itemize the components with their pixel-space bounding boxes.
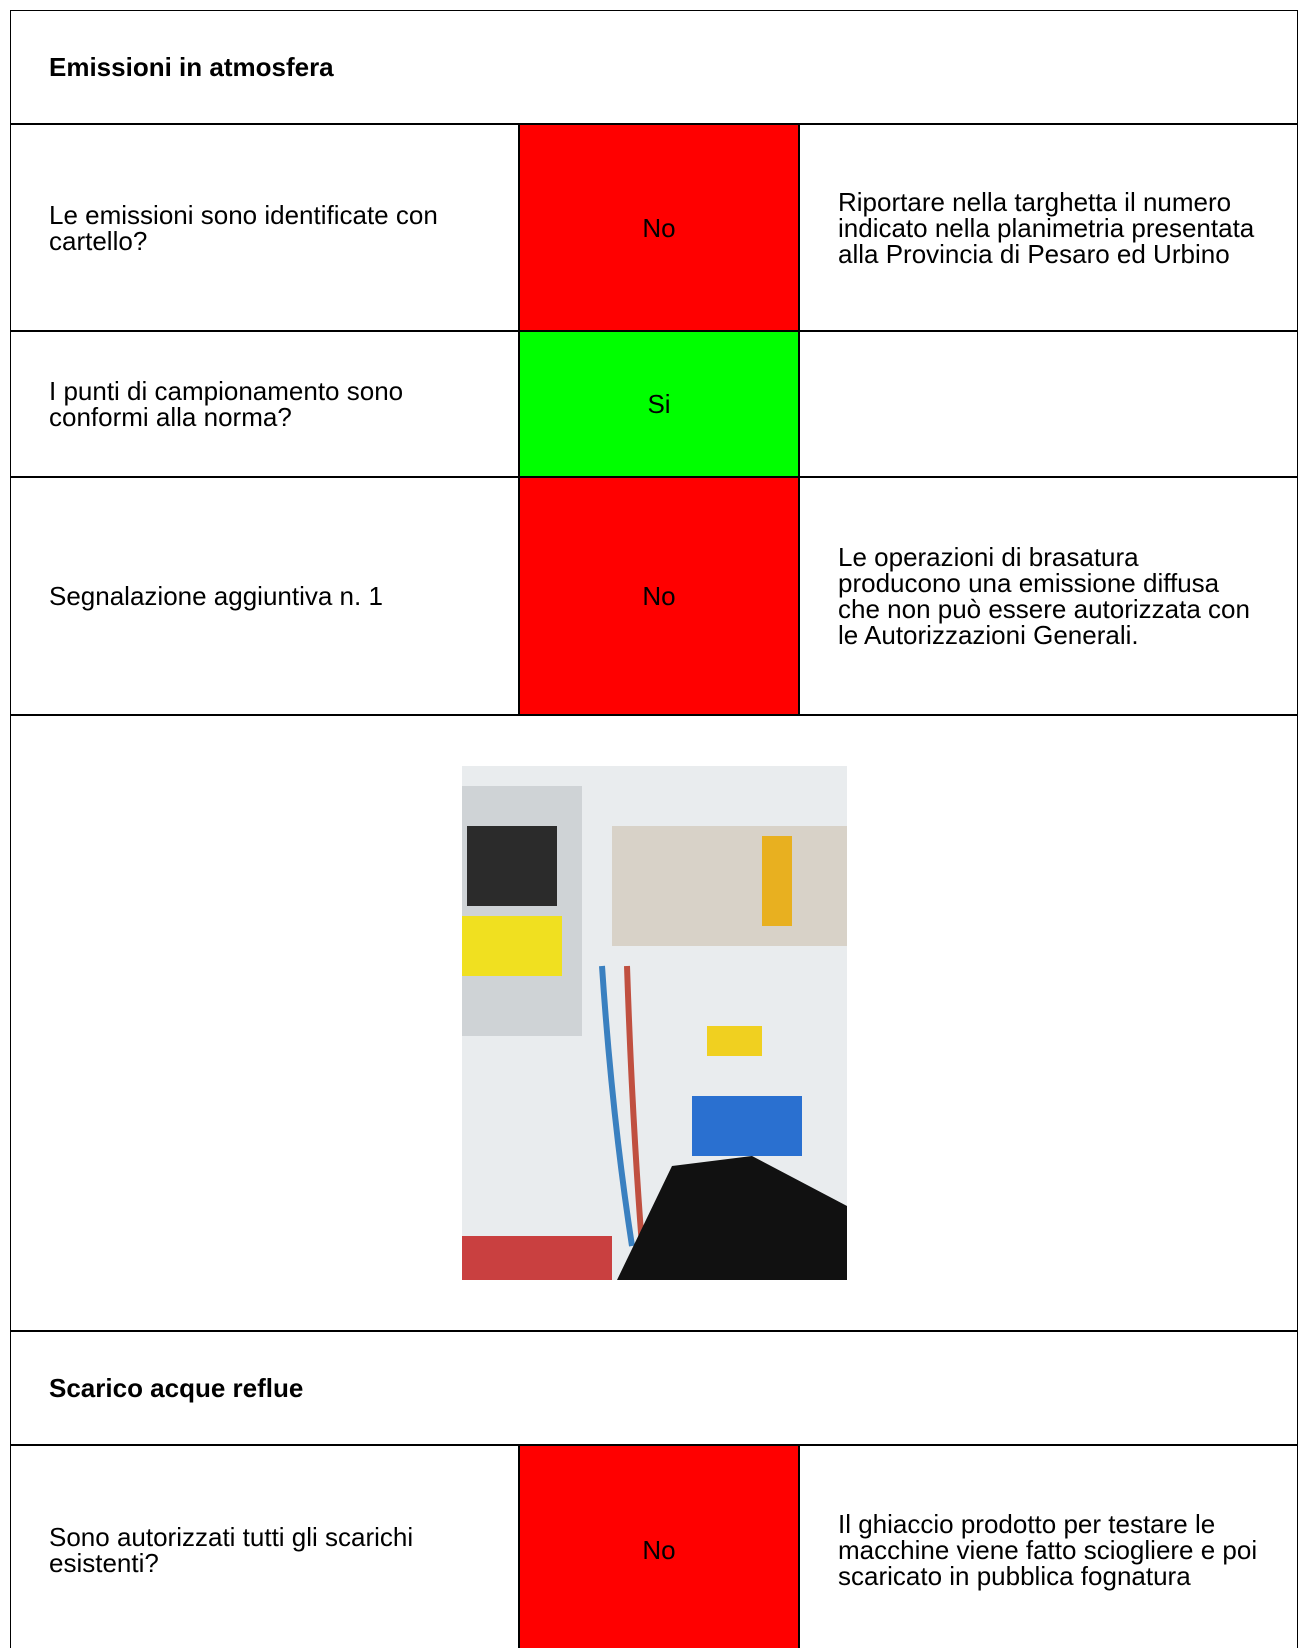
status-text: Si bbox=[647, 389, 671, 419]
photo-row bbox=[10, 715, 1298, 1331]
question-text: Sono autorizzati tutti gli scarichi esis… bbox=[49, 1522, 414, 1578]
status: Si bbox=[519, 331, 799, 477]
question: Segnalazione aggiuntiva n. 1 bbox=[10, 477, 519, 715]
photo bbox=[461, 766, 847, 1280]
status-text: No bbox=[642, 212, 676, 243]
question-text: Le emissioni sono identificate con carte… bbox=[49, 199, 438, 256]
question: Sono autorizzati tutti gli scarichi esis… bbox=[10, 1445, 519, 1648]
note-text: Riportare nella targhetta il numero indi… bbox=[838, 186, 1255, 269]
status-text: No bbox=[642, 581, 676, 611]
section-header: Emissioni in atmosfera bbox=[10, 10, 1298, 124]
status: No bbox=[519, 124, 799, 331]
note: Le operazioni di brasatura producono una… bbox=[799, 477, 1298, 715]
status-text: No bbox=[642, 1535, 676, 1565]
note bbox=[799, 331, 1298, 477]
note-text: Il ghiaccio prodotto per testare le macc… bbox=[838, 1509, 1258, 1591]
status: No bbox=[519, 1445, 799, 1648]
note: Il ghiaccio prodotto per testare le macc… bbox=[799, 1445, 1298, 1648]
question-text: Segnalazione aggiuntiva n. 1 bbox=[49, 581, 383, 611]
section-header: Scarico acque reflue bbox=[10, 1331, 1298, 1445]
note-text: Le operazioni di brasatura producono una… bbox=[838, 542, 1250, 650]
question-text: I punti di campionamento sono conformi a… bbox=[49, 376, 404, 432]
question: Le emissioni sono identificate con carte… bbox=[10, 124, 519, 331]
section-header-text: Scarico acque reflue bbox=[49, 1373, 304, 1403]
question: I punti di campionamento sono conformi a… bbox=[10, 331, 519, 477]
note: Riportare nella targhetta il numero indi… bbox=[799, 124, 1298, 331]
status: No bbox=[519, 477, 799, 715]
section-header-text: Emissioni in atmosfera bbox=[49, 52, 334, 82]
